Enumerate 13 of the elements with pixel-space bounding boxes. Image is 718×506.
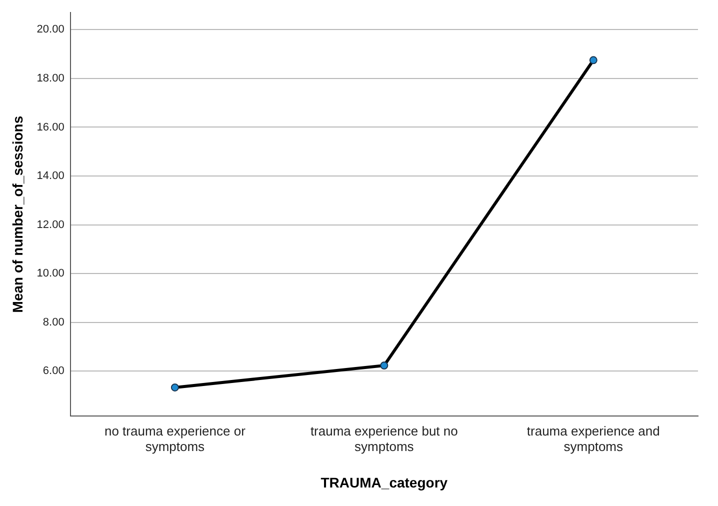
x-tick-label: no trauma experience or symptoms [104,423,246,454]
y-tick-label: 16.00 [36,121,64,134]
y-tick-label: 20.00 [36,24,64,36]
y-tick-label: 6.00 [42,365,64,378]
y-tick-label: 18.00 [36,72,64,84]
y-tick-label: 10.00 [36,268,64,280]
y-axis-title: Mean of number_of_sessions [9,116,26,313]
y-tick-label: 14.00 [36,170,64,182]
y-tick-label: 12.00 [36,218,64,231]
x-tick-label: trauma experience but no symptoms [310,423,458,454]
y-tick-label: 8.00 [42,316,64,328]
x-axis-title: TRAUMA_category [320,474,448,490]
x-tick-label: trauma experience and symptoms [526,423,660,454]
